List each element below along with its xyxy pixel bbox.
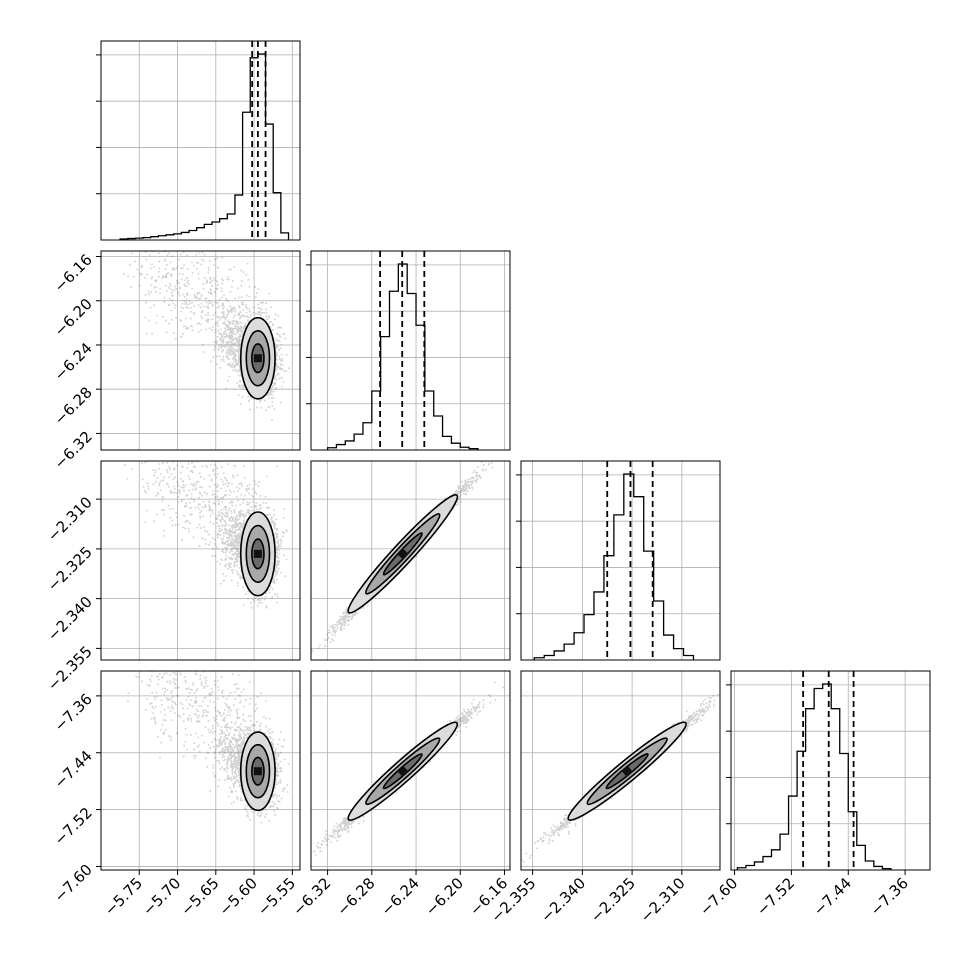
- ytick-label-2-0: −2.355: [44, 642, 96, 694]
- xtick-label-3-0: −7.60: [696, 874, 741, 919]
- xtick-label-3-2: −7.44: [810, 874, 855, 919]
- panel-frame-4: [310, 670, 511, 871]
- histogram-3: [736, 683, 892, 870]
- ytick-label-2-2: −2.325: [44, 543, 96, 595]
- xtick-label-0-3: −5.60: [216, 874, 261, 919]
- xtick-label-0-0: −5.75: [101, 874, 146, 919]
- ytick-label-1-2: −6.24: [51, 339, 96, 384]
- hist-panel-1: [306, 250, 511, 451]
- hist-panel-3: [726, 670, 931, 871]
- xtick-label-2-3: −2.310: [637, 874, 689, 926]
- ytick-label-1-3: −6.20: [51, 295, 96, 340]
- ytick-label-3-3: −7.36: [51, 690, 96, 735]
- ytick-label-3-1: −7.52: [51, 804, 96, 849]
- xtick-label-1-0: −6.32: [289, 874, 334, 919]
- xtick-label-2-2: −2.325: [587, 874, 639, 926]
- density-peak-3: [397, 548, 409, 560]
- histogram-0: [119, 53, 290, 240]
- scatter-panel-1-0: [100, 250, 301, 451]
- ytick-label-2-1: −2.340: [44, 593, 96, 645]
- density-peak-1: [253, 549, 262, 558]
- xtick-label-1-1: −6.28: [333, 874, 378, 919]
- ytick-label-1-1: −6.28: [51, 383, 96, 428]
- density-peak-2: [253, 767, 262, 776]
- panel-frame-1: [100, 460, 301, 661]
- density-peak-4: [397, 765, 409, 777]
- xtick-label-0-4: −5.55: [254, 874, 299, 919]
- xtick-label-0-2: −5.65: [177, 874, 222, 919]
- panel-frame-2: [100, 670, 301, 871]
- panel-frame-3: [310, 460, 511, 661]
- ytick-label-3-2: −7.44: [51, 747, 96, 792]
- scatter-panel-3-0: [100, 670, 301, 871]
- hist-panel-0: [96, 40, 301, 241]
- xtick-label-3-1: −7.52: [753, 874, 798, 919]
- density-peak-5: [621, 765, 633, 777]
- histogram-2: [533, 473, 695, 660]
- ytick-label-3-0: −7.60: [51, 861, 96, 906]
- xtick-label-1-3: −6.20: [422, 874, 467, 919]
- xtick-label-2-1: −2.340: [537, 874, 589, 926]
- hist-frame-1: [310, 250, 511, 451]
- hist-frame-3: [730, 670, 931, 871]
- ytick-label-1-4: −6.16: [51, 251, 96, 296]
- scatter-panel-3-2: [520, 670, 721, 871]
- panel-frame-5: [520, 670, 721, 871]
- panel-frame-0: [100, 250, 301, 451]
- xtick-label-1-2: −6.24: [378, 874, 423, 919]
- scatter-panel-2-1: [310, 460, 511, 661]
- ytick-label-2-3: −2.310: [44, 493, 96, 545]
- ytick-label-1-0: −6.32: [51, 428, 96, 473]
- hist-frame-2: [520, 460, 721, 661]
- hist-frame-0: [100, 40, 301, 241]
- xtick-label-0-1: −5.70: [139, 874, 184, 919]
- scatter-panel-2-0: [100, 460, 301, 661]
- hist-panel-2: [516, 460, 721, 661]
- xtick-label-3-3: −7.36: [867, 874, 912, 919]
- density-peak-0: [253, 354, 262, 363]
- scatter-panel-3-1: [310, 670, 511, 871]
